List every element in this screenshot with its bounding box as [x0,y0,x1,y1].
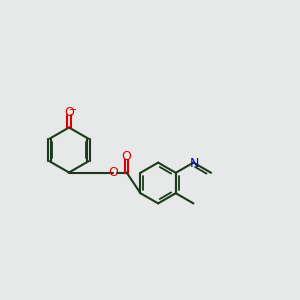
Text: O: O [108,166,118,179]
Text: O: O [122,150,131,164]
Text: N: N [190,157,200,170]
Text: O: O [64,106,74,119]
Text: −: − [69,104,77,115]
